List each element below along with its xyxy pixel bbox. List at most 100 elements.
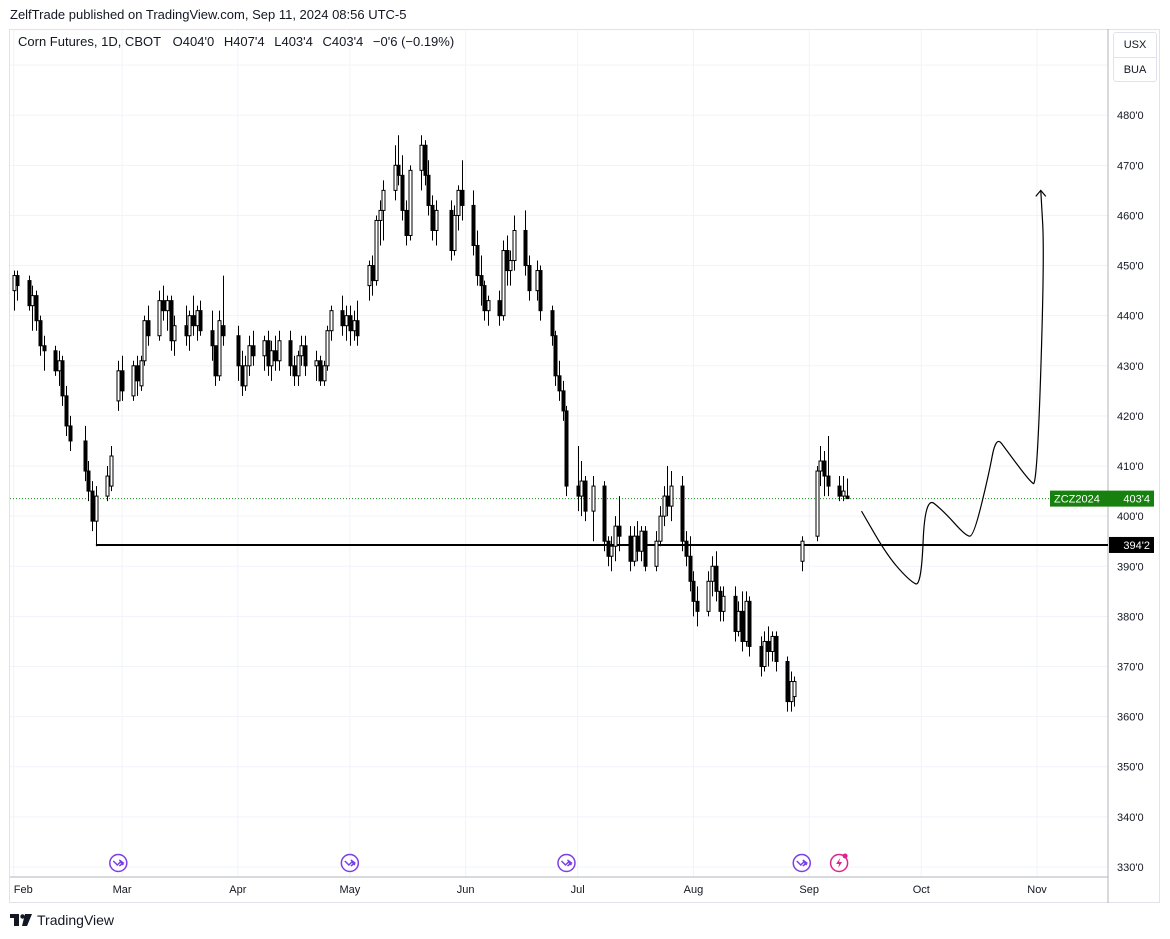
candle [378, 200, 383, 246]
candle [314, 350, 319, 381]
candle-body [146, 320, 151, 337]
dividend-marker[interactable] [829, 853, 849, 873]
price-tick-label: 430'0 [1117, 361, 1144, 373]
time-tick-label: Mar [113, 884, 132, 896]
candle-body [262, 340, 267, 357]
price-tick-label: 470'0 [1117, 160, 1144, 172]
candle-body [680, 485, 685, 542]
candle [322, 360, 327, 386]
candle-body [340, 310, 345, 327]
candle [635, 521, 640, 562]
tradingview-brand[interactable]: TradingView [10, 912, 114, 928]
candle-body [512, 229, 517, 262]
candle [770, 631, 775, 662]
arrow-icon [567, 859, 573, 867]
unit-label[interactable]: BUA [1114, 57, 1156, 82]
candle-body [579, 480, 584, 497]
candle-body [613, 525, 618, 547]
candle-body [837, 485, 842, 497]
last-price-label: ZCZ2024 403'4 [1050, 490, 1154, 507]
price-tick-label: 380'0 [1117, 611, 1144, 623]
candle-body [561, 390, 566, 412]
candle-body [30, 295, 35, 307]
candle [146, 305, 151, 346]
candle [243, 355, 248, 391]
candle-body [550, 310, 555, 337]
symbol-legend: Corn Futures, 1D, CBOT O404'0 H407'4 L40… [18, 34, 460, 49]
candle-body [665, 495, 670, 507]
candle-body [654, 540, 659, 567]
candle-body [318, 360, 323, 382]
unit-box[interactable]: USX BUA [1113, 32, 1157, 82]
candle-body [602, 485, 607, 542]
candle [27, 275, 32, 311]
candle [452, 205, 457, 256]
marker-dot [842, 853, 848, 859]
candle [665, 466, 670, 517]
candle [710, 556, 715, 597]
candle-body [53, 350, 58, 372]
candle [456, 185, 461, 231]
candle [841, 476, 846, 502]
candle-body [116, 370, 121, 402]
candle [251, 330, 256, 366]
candle [217, 310, 222, 381]
candle-body [86, 470, 91, 492]
candle [273, 335, 278, 371]
candle-body [766, 640, 771, 652]
candle-body [557, 375, 562, 392]
time-tick-label: Nov [1027, 884, 1047, 896]
candle-body [770, 635, 775, 652]
candle-body [400, 174, 405, 211]
candle [15, 270, 20, 301]
candle-body [564, 410, 569, 487]
candle [30, 285, 35, 331]
candle [654, 531, 659, 572]
candle-body [826, 475, 831, 487]
event-marker[interactable] [340, 853, 360, 873]
currency-label[interactable]: USX [1123, 39, 1147, 51]
candle-body [27, 280, 32, 307]
candle-body [639, 530, 644, 552]
candle [475, 230, 480, 286]
price-tick-label: 420'0 [1117, 411, 1144, 423]
candle [837, 476, 842, 502]
candle [557, 360, 562, 401]
candle-body [381, 189, 386, 211]
candle [740, 591, 745, 652]
candle [135, 355, 140, 396]
tradingview-logo-icon [10, 914, 32, 926]
candle-body [243, 365, 248, 387]
candle-body [471, 204, 476, 247]
candle-body [344, 315, 349, 327]
candle-body [120, 370, 125, 392]
event-marker[interactable] [557, 853, 576, 873]
candle-body [479, 275, 484, 287]
candle-body [378, 209, 383, 221]
candle [116, 360, 121, 411]
projection-arrow-head [1035, 189, 1047, 197]
event-marker[interactable] [792, 853, 812, 873]
candle [42, 335, 47, 371]
candle-body [527, 265, 532, 292]
event-marker[interactable] [109, 853, 128, 873]
candle [553, 330, 558, 386]
candle [617, 496, 622, 552]
candle [628, 526, 633, 572]
level-price-label: 394'2 [1109, 536, 1154, 553]
candle-body [269, 350, 274, 367]
candle-body [695, 600, 700, 612]
candle [583, 476, 588, 522]
ohlc-high: H407'4 [223, 34, 265, 49]
candle [721, 586, 726, 622]
candle [277, 330, 282, 371]
candle [639, 526, 644, 562]
candle-body [161, 300, 166, 312]
candle [161, 285, 166, 321]
symbol-name[interactable]: Corn Futures, 1D, CBOT [18, 34, 162, 49]
candle-body [706, 580, 711, 612]
candle [609, 536, 614, 572]
candle [408, 165, 413, 241]
candle-body [213, 345, 218, 377]
